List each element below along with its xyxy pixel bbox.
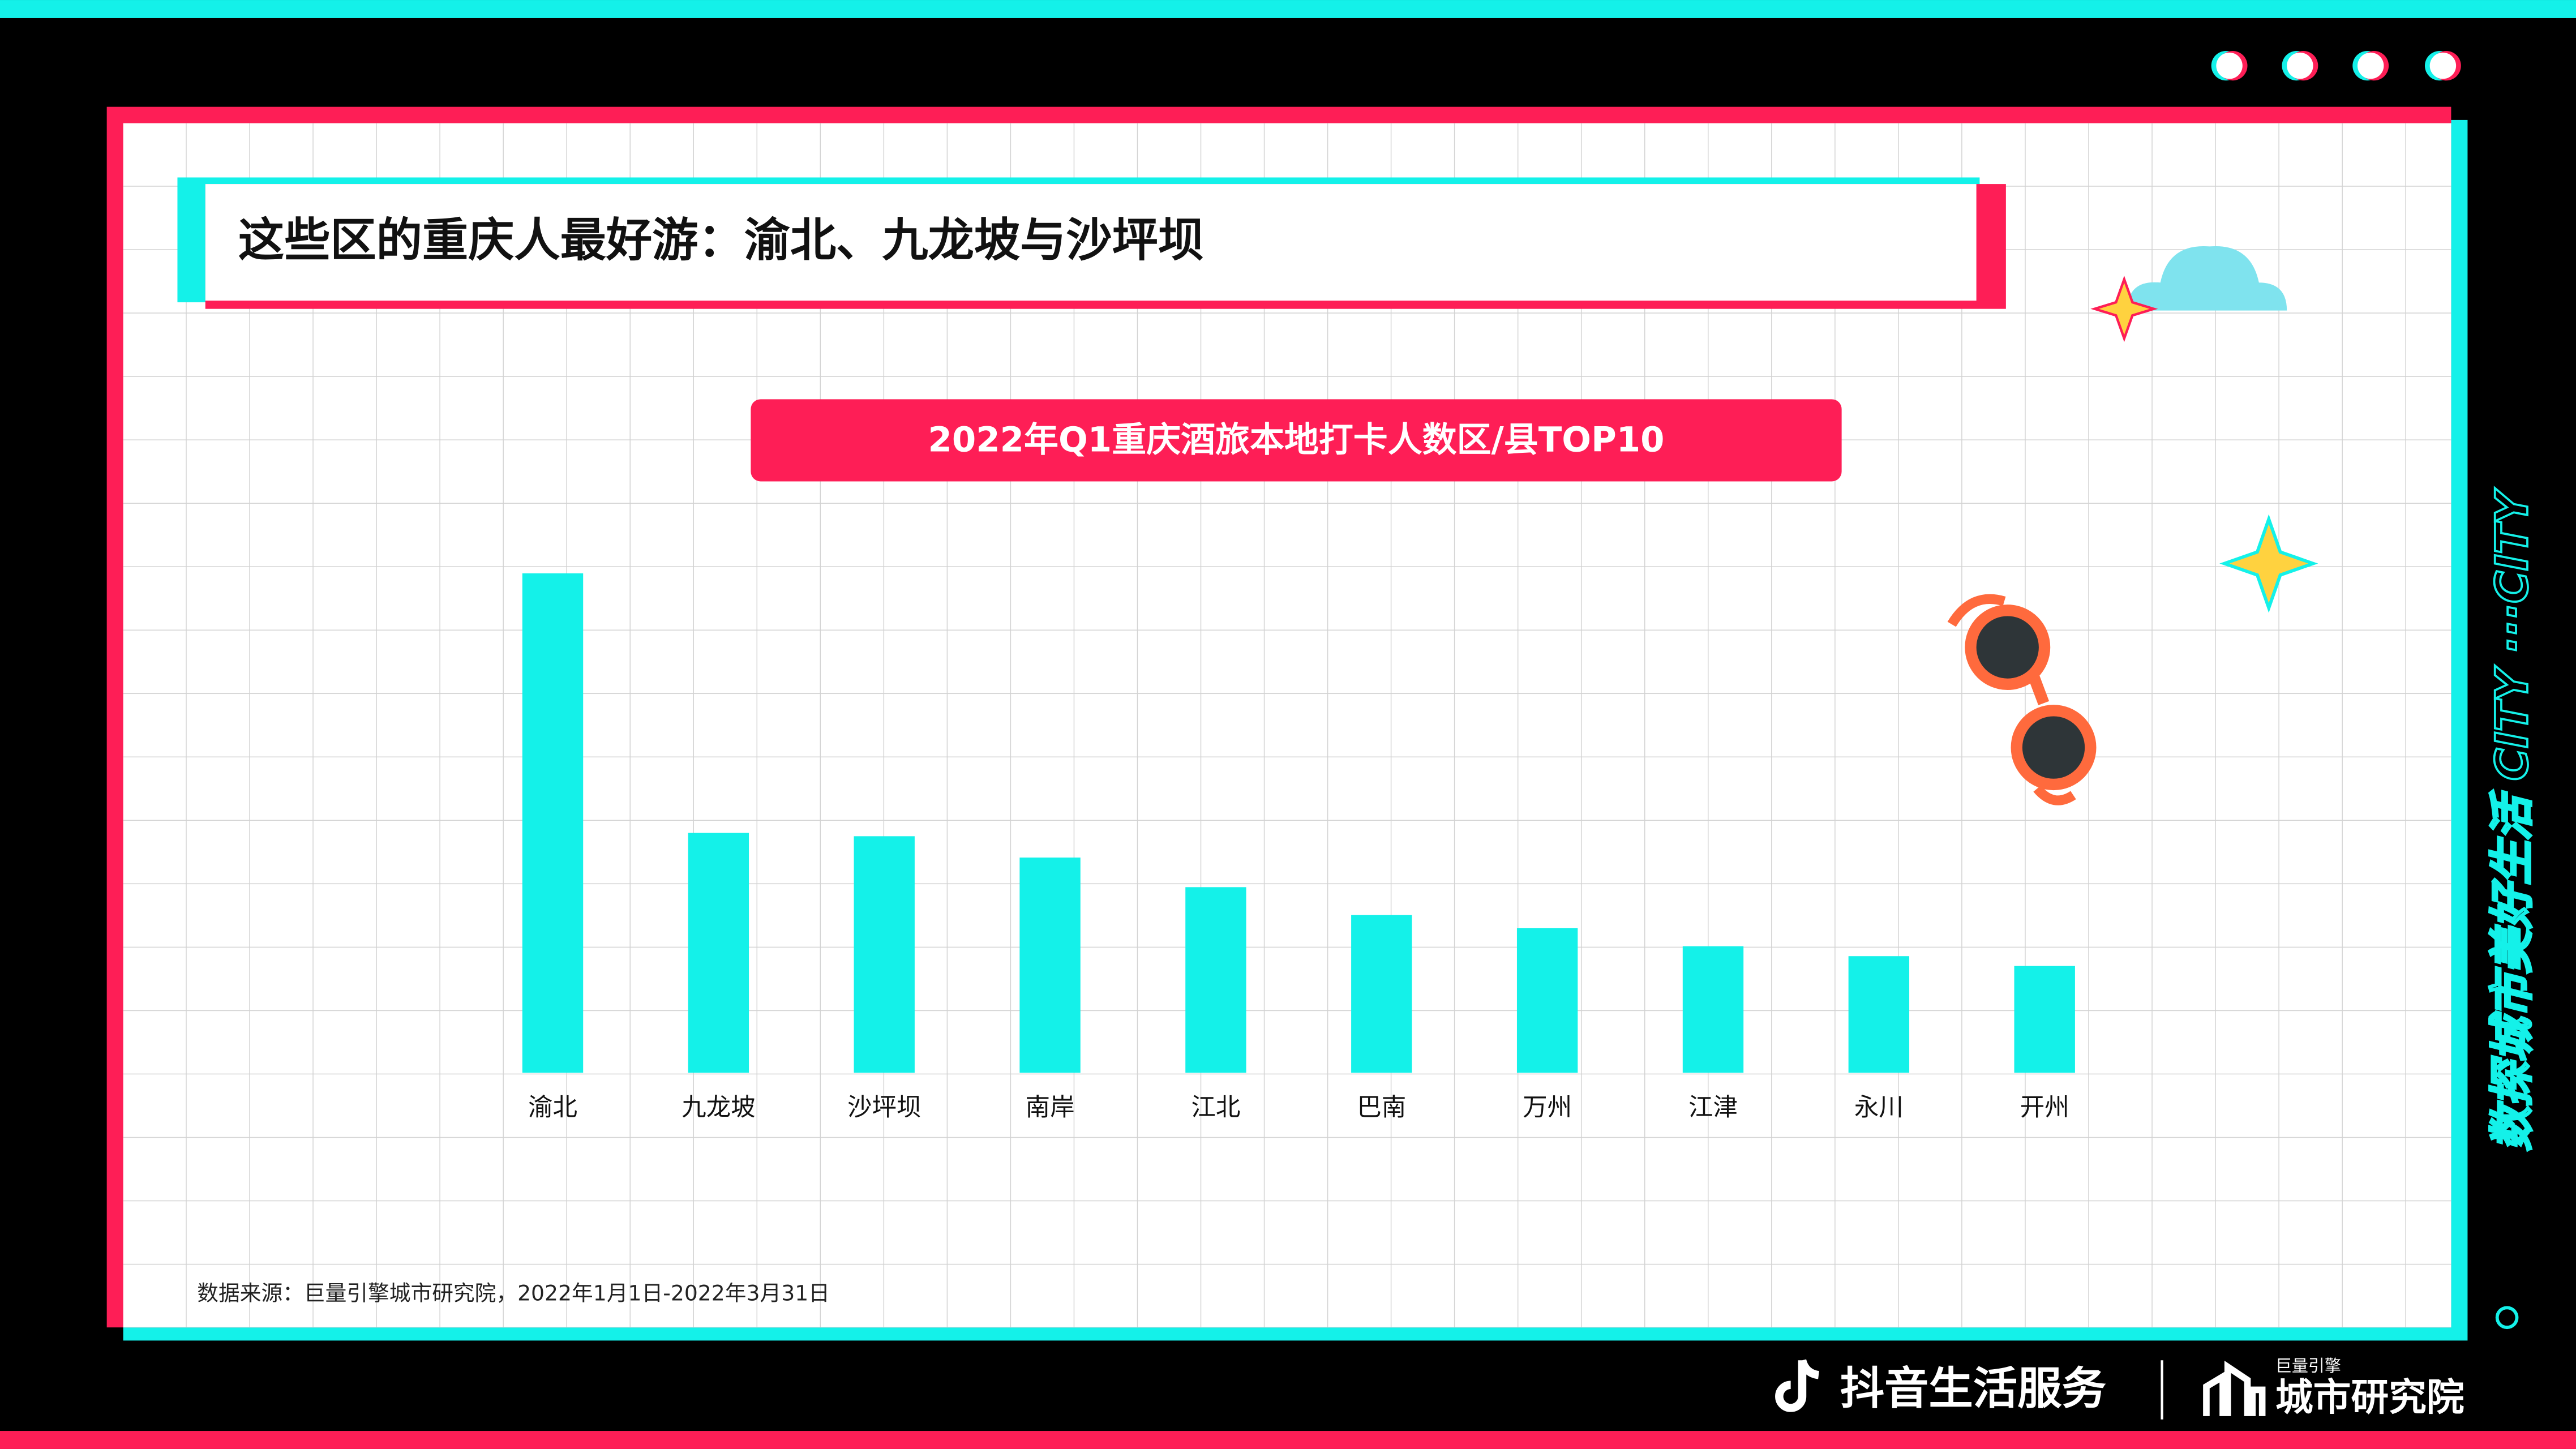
sparkle [2219, 514, 2318, 613]
footer-sub-small: 巨量引擎 [2275, 1356, 2341, 1375]
x-tick-label: 开州 [2020, 1094, 2069, 1122]
bar [688, 833, 749, 1073]
chart-title: 2022年Q1重庆酒旅本地打卡人数区/县TOP10 [928, 419, 1664, 460]
bar [854, 836, 915, 1073]
window-dots [2211, 51, 2461, 81]
bottom-strip [0, 1431, 2576, 1449]
footer-logo [1775, 1359, 2266, 1420]
side-text: 数探城市美好生活 CITY ···CITY [2487, 488, 2538, 1151]
x-tick-label: 万州 [1523, 1094, 1572, 1122]
x-tick-label: 九龙坡 [681, 1094, 756, 1122]
title-box [205, 184, 1977, 301]
bar [1351, 915, 1412, 1073]
x-tick-label: 渝北 [528, 1094, 577, 1122]
sparkle [2090, 275, 2158, 342]
bar [1516, 928, 1578, 1073]
cloud [2127, 246, 2287, 311]
x-tick-label: 沙坪坝 [847, 1094, 921, 1122]
bar [1682, 946, 1744, 1073]
x-tick-label: 江北 [1191, 1094, 1240, 1122]
bar [2014, 966, 2075, 1073]
chart-title-box [751, 399, 1842, 482]
side-icon [2495, 1306, 2519, 1330]
x-tick-label: 永川 [1854, 1094, 1904, 1122]
top-strip [0, 0, 2576, 18]
sunglasses [1947, 594, 2097, 805]
footer-sub-large: 城市研究院 [2275, 1375, 2464, 1419]
x-tick-label: 南岸 [1026, 1094, 1075, 1122]
x-tick-label: 江津 [1688, 1094, 1738, 1122]
page-title: 这些区的重庆人最好游：渝北、九龙坡与沙坪坝 [238, 214, 1204, 267]
bar [522, 573, 584, 1073]
bar [1019, 858, 1081, 1073]
x-tick-label: 巴南 [1357, 1094, 1406, 1122]
bar [1185, 887, 1246, 1073]
source-note: 数据来源：巨量引擎城市研究院，2022年1月1日-2022年3月31日 [197, 1281, 830, 1306]
footer-brand: 抖音生活服务 [1840, 1363, 2107, 1414]
bar [1848, 956, 1910, 1073]
